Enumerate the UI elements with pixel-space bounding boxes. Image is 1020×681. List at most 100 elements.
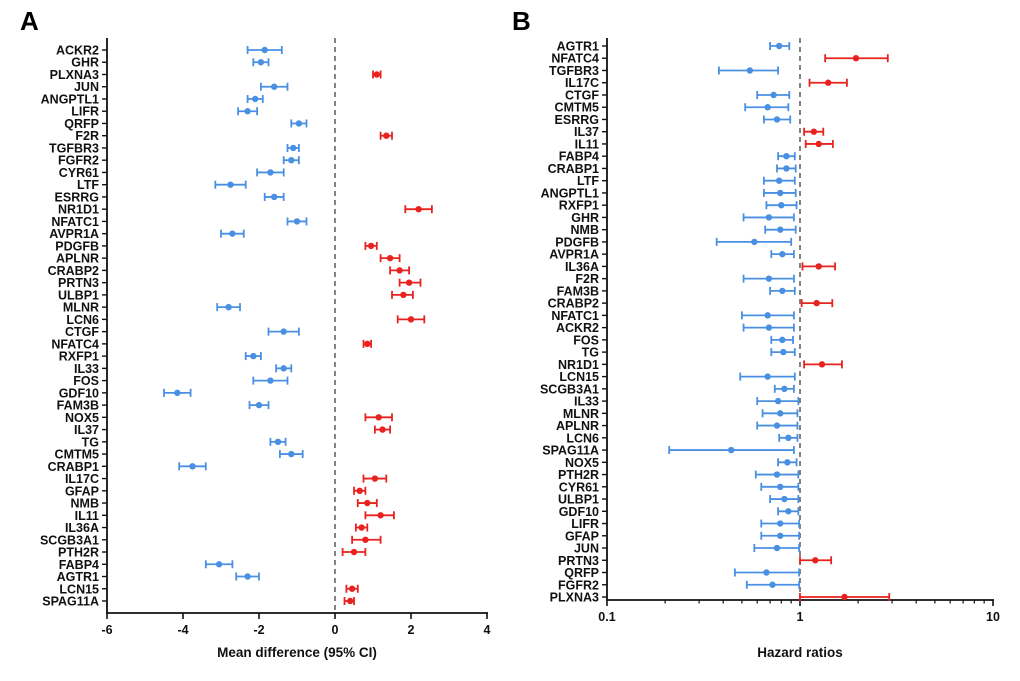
gene-label: MLNR [563,407,599,421]
point-estimate [288,157,295,164]
gene-label: LCN15 [59,582,99,596]
point-estimate [274,438,282,446]
gene-label: FABP4 [59,558,99,572]
gene-label: ULBP1 [558,493,599,507]
point-estimate [189,463,196,470]
point-estimate [777,189,784,197]
gene-label: SPAG11A [542,444,599,458]
point-estimate [280,328,287,335]
gene-label: LIFR [71,105,99,119]
gene-label: GHR [571,211,599,225]
point-estimate [280,365,287,372]
gene-label: GFAP [65,484,99,498]
point-estimate [350,548,358,556]
point-estimate [777,226,784,233]
gene-label: LCN6 [566,431,599,445]
gene-label: NFATC4 [51,337,99,351]
point-estimate [783,153,790,160]
point-estimate [215,561,223,568]
point-estimate [383,132,390,139]
point-estimate [825,79,832,86]
point-estimate [295,120,303,127]
gene-label: NFATC1 [51,215,99,229]
point-estimate [774,397,782,405]
point-estimate [765,324,773,331]
point-estimate [779,287,786,295]
x-tick-label: -2 [253,623,264,637]
gene-label: LIFR [571,517,599,531]
gene-label: CTGF [65,325,99,339]
point-estimate [773,471,781,478]
point-estimate [225,303,232,311]
gene-label: AVPR1A [549,248,599,262]
gene-label: LCN6 [66,313,99,327]
point-estimate [779,250,786,258]
panel-label: B [512,6,531,36]
gene-label: CRABP2 [548,297,599,311]
point-estimate [348,585,356,592]
gene-label: FABP4 [559,150,599,164]
point-estimate [356,487,363,494]
gene-label: CRABP2 [48,264,99,278]
point-estimate [293,218,301,225]
point-estimate [777,483,784,490]
gene-label: GFAP [565,529,599,543]
point-estimate [784,459,791,466]
gene-label: ESRRG [555,113,599,127]
gene-label: F2R [75,129,99,143]
gene-label: RXFP1 [59,350,99,364]
gene-label: IL37 [574,125,599,139]
point-estimate [785,434,792,442]
x-tick-label: -6 [101,623,112,637]
gene-label: CMTM5 [555,101,599,115]
point-estimate [775,177,783,184]
point-estimate [371,475,379,482]
x-tick-label: 0 [332,623,339,637]
point-estimate [751,238,758,246]
gene-label: ANGPTL1 [541,186,599,200]
gene-label: CRABP1 [548,162,599,176]
point-estimate [852,55,860,62]
point-estimate [783,165,790,172]
point-estimate [773,422,781,429]
gene-label: PRTN3 [58,276,99,290]
gene-label: NMB [571,223,599,237]
gene-label: PLXNA3 [50,68,99,82]
gene-label: NFATC4 [551,52,599,66]
point-estimate [386,254,394,262]
gene-label: TG [82,435,99,449]
point-estimate [227,181,234,188]
point-estimate [781,495,788,503]
point-estimate [777,410,784,417]
point-estimate [769,581,776,588]
point-estimate [261,46,268,54]
gene-label: FGFR2 [558,578,599,592]
gene-label: IL17C [565,76,599,90]
point-estimate [250,352,257,360]
gene-label: ULBP1 [58,288,99,302]
point-estimate [773,116,781,123]
gene-label: SCGB3A1 [40,533,99,547]
point-estimate [812,557,819,564]
point-estimate [770,91,777,99]
x-tick-label: 0.1 [598,610,615,624]
gene-label: IL11 [575,137,599,151]
point-estimate [244,573,251,580]
gene-label: GHR [71,56,99,70]
point-estimate [779,336,786,344]
point-estimate [815,140,822,148]
point-estimate [271,83,278,90]
point-estimate [765,275,773,282]
gene-label: CRABP1 [48,460,99,474]
gene-label: GDF10 [559,505,599,519]
gene-label: ANGPTL1 [41,92,99,106]
point-estimate [267,169,274,176]
x-tick-label: 10 [986,610,1000,624]
gene-label: APLNR [56,252,99,266]
gene-label: LCN15 [559,370,599,384]
gene-label: SPAG11A [42,595,99,609]
gene-label: IL37 [74,423,99,437]
gene-label: CTGF [565,88,599,102]
point-estimate [288,450,295,458]
